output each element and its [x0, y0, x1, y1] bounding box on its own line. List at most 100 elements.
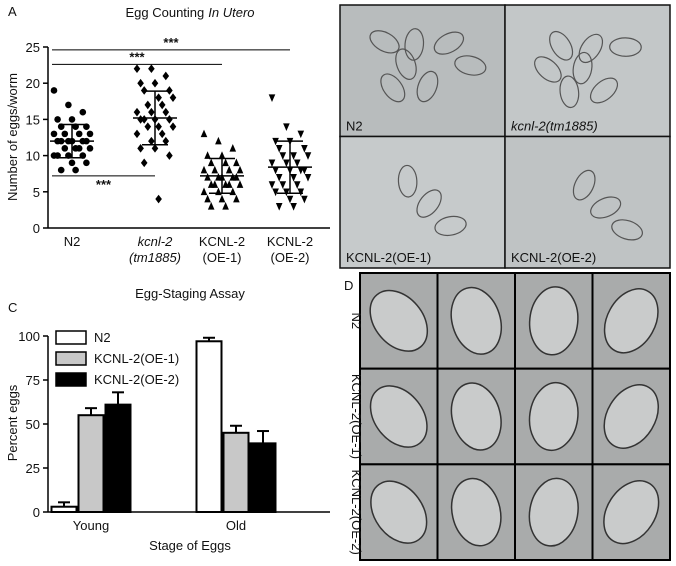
data-point: [272, 188, 279, 197]
data-point: [86, 145, 94, 152]
data-point: [162, 136, 170, 146]
data-point: [162, 71, 170, 81]
data-point: [68, 159, 76, 167]
data-point: [233, 173, 240, 181]
legend-swatch: [55, 351, 87, 366]
legend-swatch: [55, 330, 87, 345]
data-point: [155, 93, 162, 102]
image-label: kcnl-2(tm1885): [511, 119, 598, 134]
y-tick-label: 25: [26, 461, 40, 476]
bar: [104, 403, 132, 514]
data-point: [225, 180, 233, 188]
cell-shape: [572, 169, 596, 201]
data-point: [204, 173, 211, 181]
egg-shape: [528, 381, 579, 452]
egg-shape: [603, 384, 660, 449]
data-point: [162, 107, 170, 117]
data-point: [155, 122, 162, 131]
x-tick-label: (tm1885): [129, 250, 181, 265]
egg-shape: [450, 286, 503, 355]
y-axis-label: Percent eggs: [5, 384, 20, 461]
data-point: [304, 152, 312, 160]
data-point: [61, 145, 69, 152]
image-label: N2: [346, 119, 363, 134]
data-point: [293, 181, 301, 189]
data-point: [290, 174, 297, 182]
data-point: [137, 78, 144, 88]
cell-shape: [611, 219, 643, 241]
micrograph: [504, 4, 671, 138]
data-point: [233, 194, 240, 203]
y-tick-label: 25: [26, 40, 40, 55]
y-tick-label: 100: [18, 329, 40, 344]
y-tick-label: 0: [33, 505, 40, 520]
data-point: [290, 152, 297, 160]
row-label: N2: [349, 313, 364, 330]
x-tick-label: (OE-1): [203, 250, 242, 265]
cell-shape: [454, 55, 487, 76]
cell-shape: [380, 73, 406, 103]
cell-shape: [369, 30, 400, 54]
cell-shape: [578, 33, 604, 64]
data-point: [50, 87, 58, 94]
cell-shape: [395, 48, 417, 80]
data-point: [68, 116, 76, 123]
data-point: [297, 188, 305, 197]
cell-shape: [590, 196, 622, 219]
data-point: [148, 107, 155, 117]
data-point: [65, 101, 72, 109]
data-point: [286, 195, 294, 204]
panel-letter: D: [344, 278, 353, 293]
data-point: [200, 129, 208, 138]
data-point: [148, 136, 155, 146]
y-tick-label: 5: [33, 185, 40, 200]
data-point: [158, 100, 166, 110]
image-label: KCNL-2(OE-2): [511, 250, 596, 265]
y-tick-label: 20: [26, 76, 40, 91]
data-point: [229, 144, 237, 152]
data-point: [151, 78, 159, 88]
data-point: [268, 159, 276, 168]
data-point: [133, 107, 141, 117]
bar: [50, 505, 78, 514]
data-point: [268, 94, 276, 102]
micrograph: [339, 4, 506, 138]
cell-shape: [433, 31, 465, 55]
data-point: [75, 130, 83, 138]
data-point: [133, 64, 141, 74]
data-point: [200, 187, 208, 196]
data-point: [155, 194, 162, 204]
bar: [77, 414, 105, 514]
data-point: [211, 165, 219, 174]
data-point: [166, 86, 173, 95]
egg-shape: [450, 477, 502, 547]
row-label: KCNL-2(OE-1): [349, 374, 364, 459]
panel-letter: A: [8, 4, 17, 19]
x-tick-label: KCNL-2: [199, 234, 245, 249]
x-tick-label: Young: [73, 518, 109, 533]
data-point: [301, 145, 308, 153]
data-point: [272, 137, 279, 146]
y-tick-label: 0: [33, 221, 40, 236]
data-point: [236, 165, 244, 174]
cell-shape: [397, 164, 418, 198]
x-axis-label: Stage of Eggs: [149, 538, 231, 553]
data-point: [301, 166, 308, 175]
data-point: [218, 151, 226, 159]
data-point: [200, 165, 208, 174]
data-point: [144, 100, 152, 110]
data-point: [275, 174, 283, 182]
micrograph: [504, 135, 671, 269]
legend-label: KCNL-2(OE-2): [94, 372, 179, 387]
data-point: [137, 144, 144, 153]
data-point: [279, 152, 287, 160]
bar: [195, 340, 223, 513]
data-point: [75, 145, 83, 152]
egg-shape: [603, 288, 659, 354]
data-point: [293, 159, 301, 168]
cell-shape: [589, 77, 619, 104]
data-point: [207, 201, 215, 210]
data-point: [215, 136, 222, 145]
egg-shape: [528, 286, 579, 356]
